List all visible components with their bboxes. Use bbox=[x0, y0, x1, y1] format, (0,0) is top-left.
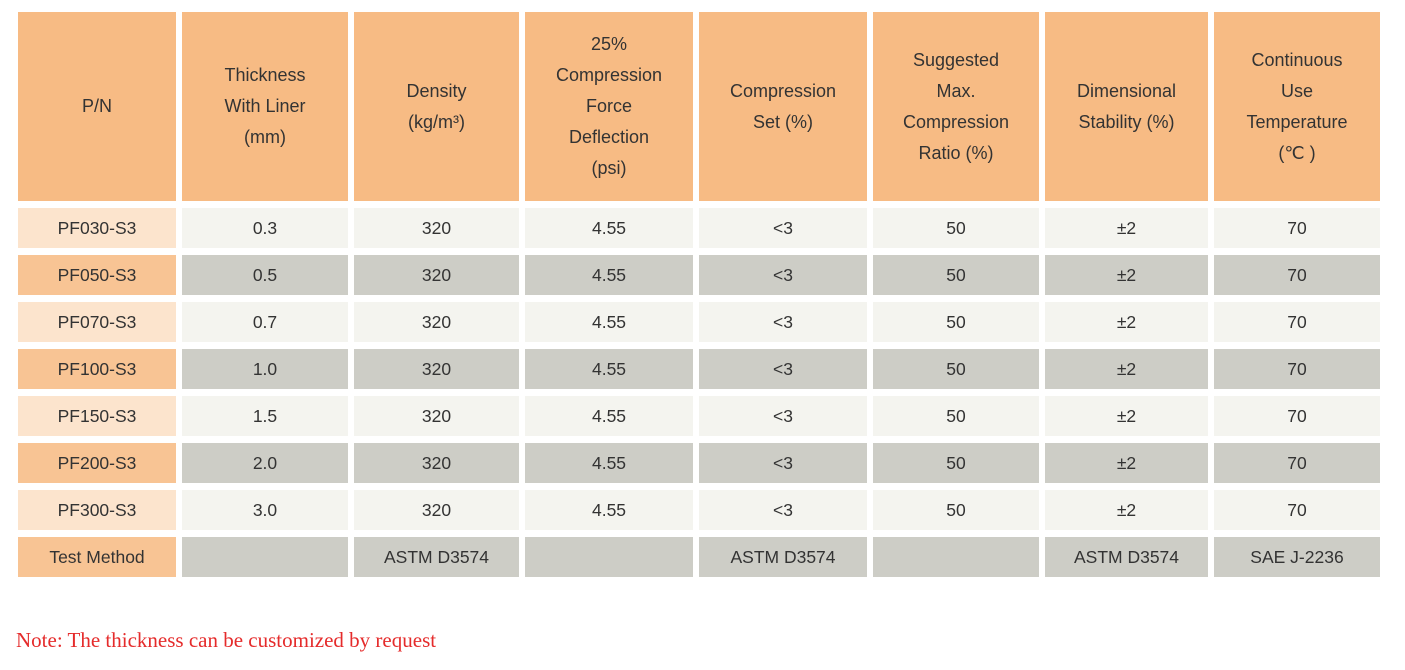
table-body: PF030-S3 0.3 320 4.55 <3 50 ±2 70 PF050-S3 0.5 320… bbox=[18, 208, 1380, 577]
cell-dimensional-stability-pct: ±2 bbox=[1045, 443, 1208, 483]
column-header-thickness-with-liner-mm: Thickness With Liner (mm) bbox=[182, 12, 348, 201]
cell-suggested-max-compression-ratio-pct bbox=[873, 537, 1039, 577]
cell-compression-force-deflection-25pct-psi: 4.55 bbox=[525, 208, 693, 248]
cell-dimensional-stability-pct: ±2 bbox=[1045, 349, 1208, 389]
cell-compression-set-pct: ASTM D3574 bbox=[699, 537, 867, 577]
cell-thickness-with-liner-mm: 0.3 bbox=[182, 208, 348, 248]
cell-dimensional-stability-pct: ±2 bbox=[1045, 208, 1208, 248]
cell-compression-force-deflection-25pct-psi: 4.55 bbox=[525, 255, 693, 295]
table-row: PF100-S3 1.0 320 4.55 <3 50 ±2 70 bbox=[18, 349, 1380, 389]
cell-dimensional-stability-pct: ±2 bbox=[1045, 302, 1208, 342]
cell-pn: PF200-S3 bbox=[18, 443, 176, 483]
cell-compression-force-deflection-25pct-psi bbox=[525, 537, 693, 577]
cell-dimensional-stability-pct: ASTM D3574 bbox=[1045, 537, 1208, 577]
cell-density-kg-m3: 320 bbox=[354, 490, 519, 530]
cell-thickness-with-liner-mm: 0.7 bbox=[182, 302, 348, 342]
cell-pn: Test Method bbox=[18, 537, 176, 577]
cell-compression-set-pct: <3 bbox=[699, 443, 867, 483]
cell-compression-set-pct: <3 bbox=[699, 490, 867, 530]
thickness-note: Note: The thickness can be customized by… bbox=[16, 628, 437, 652]
column-header-pn: P/N bbox=[18, 12, 176, 201]
cell-continuous-use-temperature-c: 70 bbox=[1214, 302, 1380, 342]
cell-pn: PF150-S3 bbox=[18, 396, 176, 436]
cell-compression-set-pct: <3 bbox=[699, 396, 867, 436]
table-row: PF050-S3 0.5 320 4.55 <3 50 ±2 70 bbox=[18, 255, 1380, 295]
table-row: PF300-S3 3.0 320 4.55 <3 50 ±2 70 bbox=[18, 490, 1380, 530]
cell-compression-force-deflection-25pct-psi: 4.55 bbox=[525, 349, 693, 389]
cell-compression-set-pct: <3 bbox=[699, 302, 867, 342]
cell-pn: PF030-S3 bbox=[18, 208, 176, 248]
cell-thickness-with-liner-mm: 1.0 bbox=[182, 349, 348, 389]
cell-dimensional-stability-pct: ±2 bbox=[1045, 396, 1208, 436]
table-row: PF150-S3 1.5 320 4.55 <3 50 ±2 70 bbox=[18, 396, 1380, 436]
cell-continuous-use-temperature-c: 70 bbox=[1214, 490, 1380, 530]
cell-dimensional-stability-pct: ±2 bbox=[1045, 490, 1208, 530]
cell-continuous-use-temperature-c: 70 bbox=[1214, 396, 1380, 436]
cell-dimensional-stability-pct: ±2 bbox=[1045, 255, 1208, 295]
spec-table: P/N Thickness With Liner (mm) Density (kg/… bbox=[12, 5, 1386, 584]
cell-density-kg-m3: 320 bbox=[354, 349, 519, 389]
column-header-dimensional-stability-pct: Dimensional Stability (%) bbox=[1045, 12, 1208, 201]
cell-suggested-max-compression-ratio-pct: 50 bbox=[873, 255, 1039, 295]
column-header-continuous-use-temperature-c: Continuous Use Temperature (℃ ) bbox=[1214, 12, 1380, 201]
cell-compression-set-pct: <3 bbox=[699, 255, 867, 295]
cell-pn: PF070-S3 bbox=[18, 302, 176, 342]
cell-suggested-max-compression-ratio-pct: 50 bbox=[873, 490, 1039, 530]
cell-pn: PF050-S3 bbox=[18, 255, 176, 295]
cell-compression-set-pct: <3 bbox=[699, 208, 867, 248]
table-row: PF200-S3 2.0 320 4.55 <3 50 ±2 70 bbox=[18, 443, 1380, 483]
cell-pn: PF100-S3 bbox=[18, 349, 176, 389]
header-row: P/N Thickness With Liner (mm) Density (kg/… bbox=[18, 12, 1380, 201]
cell-compression-force-deflection-25pct-psi: 4.55 bbox=[525, 396, 693, 436]
cell-thickness-with-liner-mm: 2.0 bbox=[182, 443, 348, 483]
table-row: PF030-S3 0.3 320 4.55 <3 50 ±2 70 bbox=[18, 208, 1380, 248]
cell-suggested-max-compression-ratio-pct: 50 bbox=[873, 396, 1039, 436]
cell-suggested-max-compression-ratio-pct: 50 bbox=[873, 302, 1039, 342]
cell-density-kg-m3: 320 bbox=[354, 255, 519, 295]
cell-continuous-use-temperature-c: 70 bbox=[1214, 443, 1380, 483]
cell-density-kg-m3: 320 bbox=[354, 443, 519, 483]
cell-compression-set-pct: <3 bbox=[699, 349, 867, 389]
cell-compression-force-deflection-25pct-psi: 4.55 bbox=[525, 302, 693, 342]
column-header-compression-set-pct: Compression Set (%) bbox=[699, 12, 867, 201]
column-header-suggested-max-compression-ratio-pct: Suggested Max. Compression Ratio (%) bbox=[873, 12, 1039, 201]
cell-compression-force-deflection-25pct-psi: 4.55 bbox=[525, 443, 693, 483]
cell-continuous-use-temperature-c: SAE J-2236 bbox=[1214, 537, 1380, 577]
cell-thickness-with-liner-mm bbox=[182, 537, 348, 577]
cell-thickness-with-liner-mm: 3.0 bbox=[182, 490, 348, 530]
cell-thickness-with-liner-mm: 0.5 bbox=[182, 255, 348, 295]
cell-continuous-use-temperature-c: 70 bbox=[1214, 208, 1380, 248]
table-row: Test Method ASTM D3574 ASTM D3574 ASTM D357… bbox=[18, 537, 1380, 577]
cell-suggested-max-compression-ratio-pct: 50 bbox=[873, 443, 1039, 483]
cell-continuous-use-temperature-c: 70 bbox=[1214, 255, 1380, 295]
cell-pn: PF300-S3 bbox=[18, 490, 176, 530]
column-header-compression-force-deflection-25pct-psi: 25% Compression Force Deflection (psi) bbox=[525, 12, 693, 201]
cell-compression-force-deflection-25pct-psi: 4.55 bbox=[525, 490, 693, 530]
cell-density-kg-m3: ASTM D3574 bbox=[354, 537, 519, 577]
table-row: PF070-S3 0.7 320 4.55 <3 50 ±2 70 bbox=[18, 302, 1380, 342]
cell-suggested-max-compression-ratio-pct: 50 bbox=[873, 208, 1039, 248]
cell-density-kg-m3: 320 bbox=[354, 208, 519, 248]
cell-density-kg-m3: 320 bbox=[354, 396, 519, 436]
cell-thickness-with-liner-mm: 1.5 bbox=[182, 396, 348, 436]
column-header-density-kg-m3: Density (kg/m³) bbox=[354, 12, 519, 201]
cell-suggested-max-compression-ratio-pct: 50 bbox=[873, 349, 1039, 389]
cell-continuous-use-temperature-c: 70 bbox=[1214, 349, 1380, 389]
cell-density-kg-m3: 320 bbox=[354, 302, 519, 342]
